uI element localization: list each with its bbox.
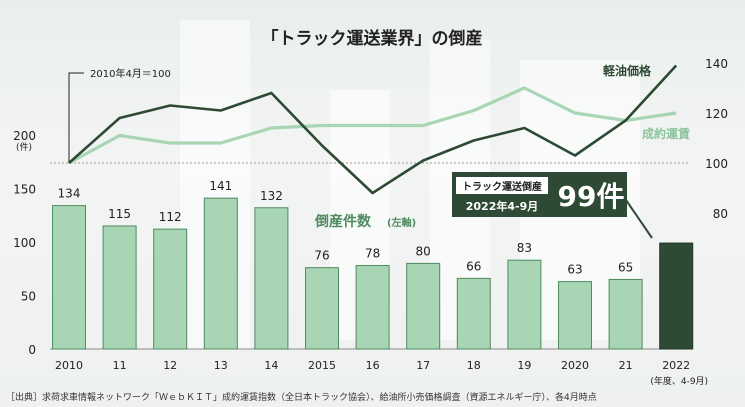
left-axis-tick-label: 100	[13, 236, 36, 250]
bar-value-label: 115	[108, 207, 131, 221]
callout-title-background	[456, 177, 548, 194]
callout-title: トラック運送倒産	[462, 180, 542, 193]
callout-period: 2022年4-9月	[466, 199, 539, 213]
bar	[608, 278, 643, 350]
x-axis-tick-label: 14	[264, 359, 278, 372]
bar	[456, 277, 491, 350]
bar	[153, 228, 188, 350]
bar-value-label: 83	[517, 241, 532, 255]
callout-value: 99件	[558, 180, 625, 213]
x-axis-tick-label: 19	[517, 359, 531, 372]
left-axis-tick-label: 50	[21, 290, 36, 304]
x-axis-tick-label: 2010	[55, 359, 83, 372]
bar	[254, 207, 289, 350]
bar	[558, 281, 592, 350]
bar-value-label: 65	[618, 260, 633, 274]
bar-value-label: 141	[209, 179, 232, 193]
bar	[52, 205, 86, 350]
contract-freight-line	[68, 86, 677, 165]
bar	[507, 259, 542, 350]
bar	[659, 242, 694, 350]
bar-value-label: 76	[314, 249, 329, 263]
x-axis-tick-label: 18	[467, 359, 481, 372]
source-note: ［出典］求荷求車情報ネットワーク「ＷｅｂＫＩＴ」成約運賃指数（全日本トラック協会…	[6, 391, 597, 403]
bar	[355, 265, 390, 350]
diesel-price-label: 軽油価格	[603, 63, 652, 78]
left-axis-unit: (件)	[16, 141, 32, 153]
bar	[203, 197, 238, 350]
diesel-price-line	[68, 64, 678, 195]
x-axis-sublabel: (年度、4-9月)	[650, 375, 708, 387]
baseline-note: 2010年4月＝100	[90, 67, 171, 80]
right-axis-tick-label: 100	[705, 157, 728, 171]
x-axis-tick-label: 16	[366, 359, 380, 372]
bar-series-label: 倒産件数	[314, 213, 372, 230]
bar	[102, 225, 137, 350]
bar-value-label: 112	[159, 210, 182, 224]
right-axis-tick-label: 120	[705, 107, 728, 121]
bar-value-label: 66	[466, 259, 481, 273]
chart-title: 「トラック運送業界」の倒産	[262, 28, 483, 49]
left-axis-tick-label: 150	[13, 183, 36, 197]
x-axis-tick-label: 2015	[308, 359, 336, 372]
x-axis-tick-label: 12	[163, 359, 177, 372]
x-axis-tick-label: 2022	[662, 359, 690, 372]
bar-value-label: 80	[416, 244, 431, 258]
bar-value-label: 132	[260, 189, 283, 203]
x-axis-tick-label: 21	[619, 359, 633, 372]
x-axis-tick-label: 11	[113, 359, 127, 372]
x-axis-tick-label: 17	[416, 359, 430, 372]
x-axis-tick-label: 13	[214, 359, 228, 372]
bar	[406, 262, 441, 350]
left-axis-tick-label: 0	[28, 343, 36, 357]
bar	[305, 267, 339, 350]
x-axis-tick-label: 2020	[561, 359, 589, 372]
baseline-bracket	[68, 72, 84, 163]
right-axis-tick-label: 140	[705, 57, 728, 71]
callout-pointer	[625, 199, 653, 239]
bar-value-label: 134	[58, 187, 81, 201]
bar-series-note: (左軸)	[387, 216, 416, 229]
contract-freight-label: 成約運賃	[642, 126, 690, 141]
left-axis-tick-label: 200	[13, 129, 36, 143]
bar-value-label: 63	[567, 263, 582, 277]
right-axis-tick-label: 80	[713, 207, 728, 221]
bar-value-label: 78	[365, 247, 380, 261]
